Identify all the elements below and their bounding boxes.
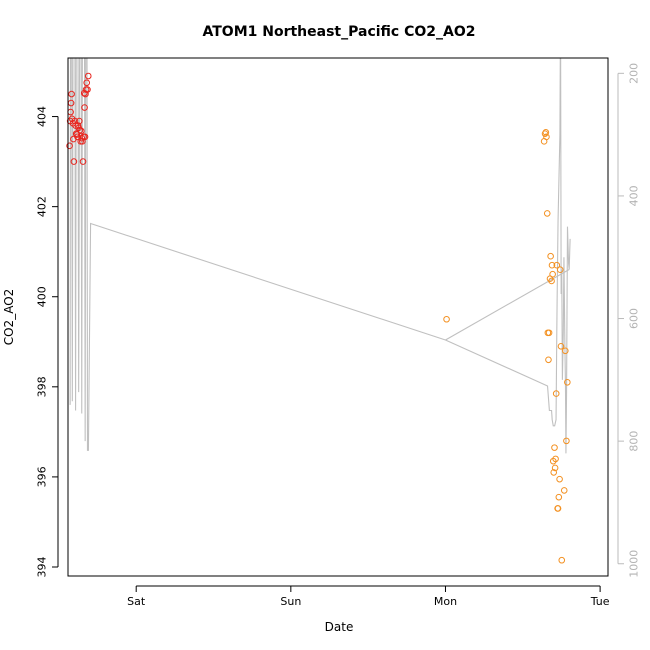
data-point-s1-25 bbox=[556, 266, 564, 274]
data-point-s1-8 bbox=[545, 329, 553, 337]
data-point-s0-8 bbox=[70, 158, 78, 165]
y2-tick-label-1: 400 bbox=[628, 185, 641, 206]
x-tick-label-1: Sun bbox=[280, 595, 301, 608]
data-point-s1-19 bbox=[552, 390, 560, 397]
data-point-s1-31 bbox=[564, 379, 571, 386]
data-point-s1-29 bbox=[562, 347, 569, 355]
data-point-s0-20 bbox=[78, 134, 86, 142]
data-point-s1-23 bbox=[555, 493, 563, 501]
data-point-s1-0 bbox=[443, 315, 450, 323]
y2-tick-label-0: 200 bbox=[628, 63, 641, 84]
data-point-s1-20 bbox=[553, 261, 561, 269]
data-point-s0-22 bbox=[79, 158, 87, 165]
plot-frame bbox=[67, 57, 609, 577]
data-point-s0-25 bbox=[81, 104, 88, 111]
x-tick-label-3: Tue bbox=[590, 595, 610, 608]
y2-tick-label-2: 600 bbox=[628, 308, 641, 329]
data-point-s1-4 bbox=[543, 133, 550, 141]
data-point-s1-7 bbox=[545, 356, 552, 364]
x-tick-label-2: Mon bbox=[434, 595, 457, 608]
data-point-s0-4 bbox=[68, 90, 75, 98]
data-point-s0-0 bbox=[66, 142, 73, 150]
data-point-s1-28 bbox=[560, 487, 568, 494]
data-point-s0-17 bbox=[76, 126, 84, 134]
y-tick-label-2: 398 bbox=[36, 376, 49, 397]
data-point-s0-16 bbox=[75, 117, 83, 125]
y-tick-label-5: 404 bbox=[36, 106, 49, 127]
data-point-s0-19 bbox=[78, 127, 85, 135]
y2-tick-label-3: 800 bbox=[628, 431, 641, 452]
data-point-s1-26 bbox=[557, 342, 565, 350]
data-point-s1-12 bbox=[548, 261, 556, 269]
y-axis-label: CO2_AO2 bbox=[2, 289, 16, 346]
data-point-s0-9 bbox=[71, 117, 79, 125]
data-point-s1-11 bbox=[548, 277, 555, 285]
x-tick-label-0: Sat bbox=[127, 595, 146, 608]
chart-title: ATOM1 Northeast_Pacific CO2_AO2 bbox=[203, 24, 476, 40]
data-point-s0-24 bbox=[80, 89, 88, 97]
data-point-s1-10 bbox=[547, 252, 554, 260]
data-point-s0-30 bbox=[84, 86, 91, 93]
y-tick-label-3: 400 bbox=[36, 286, 49, 307]
depth-line-2 bbox=[69, 58, 571, 454]
data-point-s1-22 bbox=[554, 505, 562, 512]
depth-line-3 bbox=[445, 269, 570, 341]
data-point-s1-24 bbox=[556, 475, 563, 483]
data-point-s1-16 bbox=[551, 444, 558, 451]
y-tick-label-0: 394 bbox=[36, 556, 49, 577]
data-point-s1-30 bbox=[563, 437, 570, 445]
data-point-s1-27 bbox=[558, 556, 566, 564]
y-tick-label-4: 402 bbox=[36, 196, 49, 217]
data-point-s1-3 bbox=[542, 129, 550, 136]
y-tick-label-1: 396 bbox=[36, 466, 49, 487]
data-point-s1-5 bbox=[543, 210, 551, 217]
data-point-s0-13 bbox=[74, 133, 81, 141]
data-point-s0-29 bbox=[83, 79, 91, 87]
data-point-s1-17 bbox=[551, 464, 559, 472]
data-point-s1-15 bbox=[550, 469, 558, 476]
axes: 394 396 398 400 402 404 Sat Sun Mon Tue 200 400 600 8… bbox=[36, 63, 641, 608]
plot-area bbox=[66, 58, 571, 564]
data-point-s1-13 bbox=[549, 270, 556, 278]
data-point-s0-31 bbox=[84, 72, 92, 80]
x-axis-label: Date bbox=[325, 620, 354, 634]
data-point-s0-26 bbox=[81, 133, 89, 141]
y2-tick-label-4: 1000 bbox=[628, 550, 641, 578]
data-point-s1-18 bbox=[552, 455, 559, 463]
